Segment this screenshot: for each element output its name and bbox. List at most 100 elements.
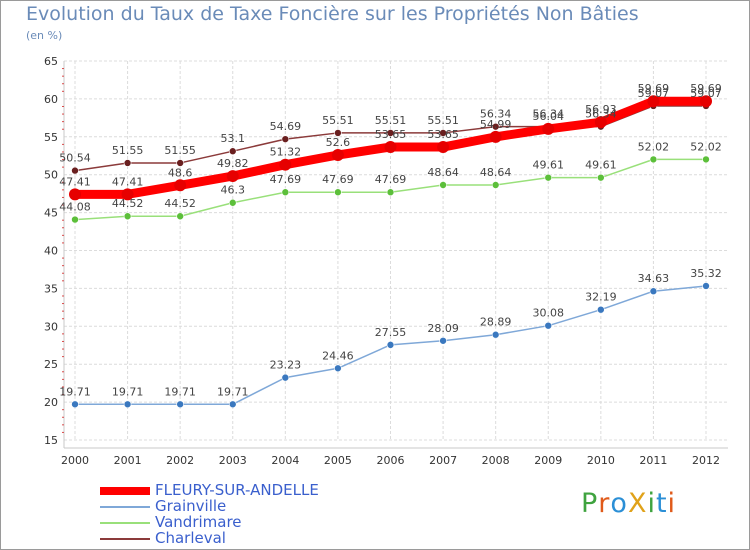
- data-label: 59.69: [638, 82, 670, 95]
- data-point: [228, 400, 237, 409]
- data-label: 53.65: [427, 128, 459, 141]
- proxiti-logo: ProXiti: [581, 488, 676, 519]
- data-point: [121, 188, 134, 201]
- data-label: 52.6: [326, 136, 351, 149]
- data-point: [544, 321, 553, 330]
- chart-subtitle: (en %): [26, 29, 63, 42]
- data-label: 48.6: [168, 166, 193, 179]
- data-point: [491, 330, 500, 339]
- data-point: [71, 166, 79, 175]
- data-point: [386, 341, 395, 349]
- data-label: 49.61: [533, 159, 565, 172]
- data-point: [123, 159, 132, 167]
- data-label: 28.09: [427, 322, 459, 335]
- data-point: [597, 173, 605, 182]
- data-label: 24.46: [322, 349, 354, 362]
- data-point: [439, 181, 447, 189]
- data-label: 47.69: [322, 173, 354, 186]
- legend-label: Charleval: [155, 529, 226, 547]
- data-label: 54.99: [480, 118, 512, 131]
- data-point: [386, 129, 395, 137]
- data-point: [176, 212, 184, 221]
- data-label: 47.69: [375, 173, 407, 186]
- data-label: 44.08: [59, 201, 91, 214]
- data-label: 59.69: [690, 82, 722, 95]
- data-point: [228, 147, 237, 156]
- data-label: 49.61: [585, 159, 617, 172]
- data-point: [226, 170, 239, 183]
- data-label: 55.51: [375, 114, 407, 127]
- data-label: 23.23: [270, 359, 302, 372]
- data-point: [437, 141, 450, 154]
- data-point: [542, 122, 555, 135]
- axes: 15 20 25 30 35 40 45 50 55 60 65 2000 2001 2002 2003 20…: [44, 55, 728, 467]
- data-label: 56.34: [585, 108, 617, 121]
- data-label: 59.07: [638, 87, 670, 100]
- x-tick-label: 2011: [639, 454, 667, 467]
- y-tick-label: 20: [44, 396, 58, 409]
- logo-letter: i: [647, 488, 656, 519]
- y-tick-label: 65: [44, 55, 58, 68]
- x-tick-label: 2000: [61, 454, 89, 467]
- data-point: [649, 287, 658, 296]
- data-point: [174, 179, 187, 192]
- y-tick-label: 30: [44, 320, 58, 333]
- data-point: [334, 188, 342, 197]
- chart-title: Evolution du Taux de Taxe Foncière sur l…: [26, 3, 639, 25]
- data-label: 48.64: [480, 166, 512, 179]
- data-point: [647, 95, 660, 108]
- x-tick-label: 2005: [324, 454, 352, 467]
- logo-letter: r: [598, 488, 611, 519]
- data-point: [386, 188, 395, 197]
- data-point: [544, 173, 553, 182]
- legend-swatch: [100, 506, 150, 508]
- data-label: 52.02: [690, 140, 722, 153]
- data-label: 53.1: [221, 132, 246, 145]
- y-tick-label: 55: [44, 131, 58, 144]
- x-tick-label: 2003: [219, 454, 247, 467]
- legend-label: Grainville: [155, 497, 227, 515]
- logo-letter: t: [655, 488, 668, 519]
- y-tick-label: 15: [44, 434, 58, 447]
- data-label: 46.3: [221, 184, 246, 197]
- data-label: 49.82: [217, 157, 249, 170]
- x-tick-label: 2001: [114, 454, 142, 467]
- data-point: [702, 155, 710, 164]
- x-tick-label: 2012: [692, 454, 720, 467]
- data-point: [491, 181, 500, 189]
- data-label: 55.51: [427, 114, 459, 127]
- data-label: 56.34: [480, 108, 512, 121]
- data-label: 59.07: [690, 87, 722, 100]
- logo-letter: i: [667, 488, 677, 519]
- data-point: [334, 364, 342, 373]
- data-label: 27.55: [375, 326, 407, 339]
- data-label: 50.54: [59, 152, 91, 165]
- data-label: 47.41: [112, 175, 144, 188]
- x-tick-label: 2009: [534, 454, 562, 467]
- data-point: [702, 282, 710, 290]
- data-point: [594, 116, 607, 129]
- data-point: [279, 158, 292, 171]
- data-point: [71, 400, 79, 409]
- data-label: 19.71: [59, 385, 91, 398]
- data-label: 35.32: [690, 267, 722, 280]
- data-point: [700, 95, 712, 108]
- data-label: 56.93: [585, 103, 617, 116]
- legend-swatch: [100, 487, 150, 495]
- legend-label: FLEURY-SUR-ANDELLE: [155, 481, 319, 499]
- logo-letter: P: [581, 488, 599, 519]
- data-point: [491, 122, 500, 131]
- data-label: 32.19: [585, 291, 617, 304]
- y-tick-label: 60: [44, 93, 58, 106]
- data-point: [123, 212, 132, 221]
- y-tick-label: 50: [44, 169, 58, 182]
- data-point: [384, 141, 397, 154]
- data-point: [489, 130, 502, 143]
- data-label: 56.34: [533, 108, 565, 121]
- data-point: [228, 198, 237, 207]
- legend-label: Vandrimare: [155, 513, 242, 531]
- data-label: 30.08: [533, 307, 565, 320]
- data-label: 51.55: [112, 144, 144, 157]
